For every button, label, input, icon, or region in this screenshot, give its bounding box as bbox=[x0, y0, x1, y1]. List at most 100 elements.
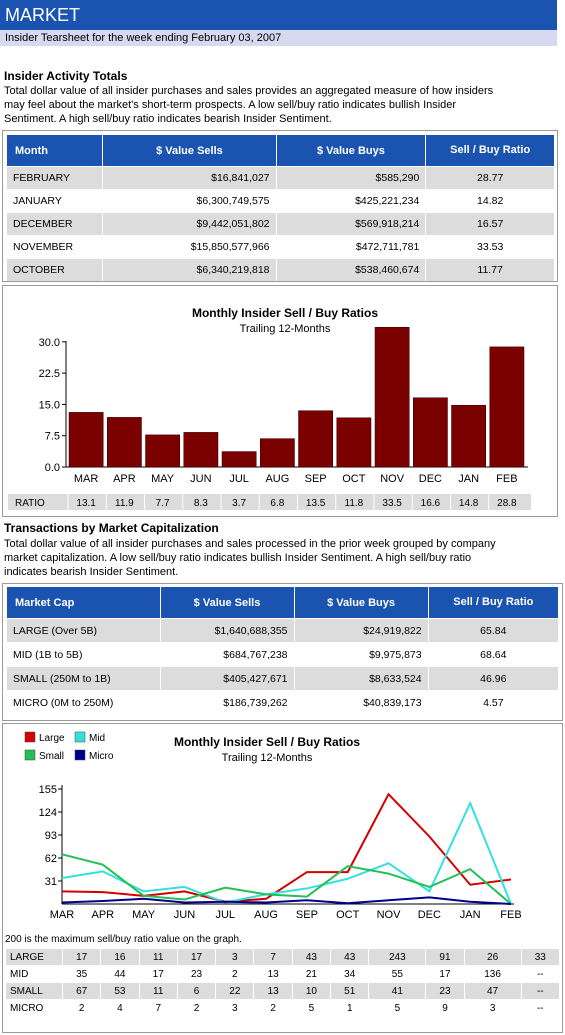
ratio-cell: 23 bbox=[426, 983, 464, 999]
bar-jun bbox=[183, 432, 219, 468]
ratio-cell: 22 bbox=[216, 983, 254, 999]
ratio-value: 13.5 bbox=[306, 498, 326, 509]
column-header-buys: $ Value Buys bbox=[276, 135, 427, 166]
bar-aug bbox=[260, 438, 295, 468]
ratio-cell: 33 bbox=[521, 949, 559, 965]
x-tick-label: APR bbox=[113, 473, 136, 485]
x-tick-label: JUL bbox=[229, 473, 249, 485]
ratio-cell: 41 bbox=[369, 983, 426, 999]
ratio-cell: 91 bbox=[426, 949, 464, 965]
buys-cell: $538,460,674 bbox=[276, 258, 427, 281]
ratio-cell: 2 bbox=[177, 1000, 216, 1016]
ratio-cell: 46.96 bbox=[428, 666, 559, 690]
ratio-value: 14.8 bbox=[459, 498, 479, 509]
ratio-cell: 67 bbox=[63, 983, 101, 999]
legend-label-micro: Micro bbox=[89, 751, 114, 762]
column-header-month: Month bbox=[7, 135, 104, 166]
activity-line: Sentiment. A high sell/buy ratio indicat… bbox=[4, 113, 332, 125]
cap-line: indicates bearish Insider Sentiment. bbox=[4, 566, 179, 578]
ratio-cell: 4.57 bbox=[428, 690, 559, 714]
ratio-cell: 243 bbox=[369, 949, 426, 965]
legend-swatch-large bbox=[24, 731, 36, 743]
table-row: LARGE 17 16 11 17 3 7 43 43 243 91 26 33 bbox=[6, 949, 559, 965]
column-header-ratio: Sell / Buy Ratio bbox=[428, 587, 559, 618]
y-tick-label: 62 bbox=[45, 853, 57, 865]
ratio-value: 11.9 bbox=[115, 498, 134, 509]
ratio-cell: 28.77 bbox=[426, 166, 555, 189]
y-tick-label: 0.0 bbox=[45, 462, 60, 474]
table-row: MICRO (0M to 250M) $186,739,262 $40,839,17… bbox=[7, 690, 559, 714]
sells-cell: $1,640,688,355 bbox=[160, 618, 295, 642]
ratio-cell: 2 bbox=[254, 1000, 292, 1016]
activity-description: Total dollar value of all insider purcha… bbox=[4, 84, 560, 126]
x-tick-label: AUG bbox=[265, 473, 289, 485]
series-line-micro bbox=[61, 896, 512, 905]
ratio-cell: 5 bbox=[369, 1000, 426, 1016]
x-tick-label: JAN bbox=[460, 909, 481, 921]
ratio-cell: 11 bbox=[139, 983, 177, 999]
series-line-large bbox=[61, 792, 512, 903]
page-title: MARKET bbox=[5, 5, 81, 25]
x-tick-label: FEB bbox=[500, 909, 521, 921]
table-row: FEBRUARY $16,841,027 $585,290 28.77 bbox=[7, 166, 555, 189]
cap-description: Total dollar value of all insider purcha… bbox=[4, 537, 560, 579]
table-row: MID 35 44 17 23 2 13 21 34 55 17 136 -- bbox=[6, 966, 559, 982]
bar-may bbox=[145, 434, 180, 468]
x-tick-label: MAR bbox=[74, 473, 99, 485]
row-label: LARGE (Over 5B) bbox=[7, 618, 161, 642]
row-label: SMALL bbox=[6, 983, 62, 999]
ratio-cell: 65.84 bbox=[428, 618, 559, 642]
buys-cell: $8,633,524 bbox=[294, 666, 429, 690]
row-label: DECEMBER bbox=[7, 212, 104, 235]
line-ratio-table: LARGE 17 16 11 17 3 7 43 43 243 91 26 33 MID 35 44 17 23 2… bbox=[5, 948, 560, 1017]
cap-table-box: Market Cap $ Value Sells $ Value Buys Se… bbox=[2, 583, 563, 721]
ratio-cell: 21 bbox=[292, 966, 331, 982]
row-label: FEBRUARY bbox=[7, 166, 104, 189]
x-tick-label: OCT bbox=[342, 473, 366, 485]
sells-cell: $16,841,027 bbox=[103, 166, 277, 189]
table-row: MICRO 2 4 7 2 3 2 5 1 5 9 3 -- bbox=[6, 1000, 559, 1016]
bar-dec bbox=[413, 397, 448, 468]
bar-apr bbox=[107, 417, 142, 468]
ratio-cell: 33.53 bbox=[426, 235, 555, 258]
ratio-cell: 23 bbox=[177, 966, 216, 982]
bar-nov bbox=[374, 327, 410, 468]
activity-line: Total dollar value of all insider purcha… bbox=[4, 85, 494, 97]
table-row: OCTOBER $6,340,219,818 $538,460,674 11.77 bbox=[7, 258, 555, 281]
ratio-cell: 3 bbox=[464, 1000, 521, 1016]
ratio-cell: -- bbox=[521, 983, 559, 999]
y-tick-label: 124 bbox=[39, 807, 57, 819]
y-tick-label: 15.0 bbox=[39, 399, 60, 411]
ratio-cell: 47 bbox=[464, 983, 521, 999]
table-row: MID (1B to 5B) $684,767,238 $9,975,873 68.6… bbox=[7, 642, 559, 666]
buys-cell: $425,221,234 bbox=[276, 189, 427, 212]
x-tick-label: MAY bbox=[151, 473, 175, 485]
legend-swatch-micro bbox=[74, 749, 86, 761]
table-row: NOVEMBER $15,850,577,966 $472,711,781 33.53 bbox=[7, 235, 555, 258]
sells-cell: $6,300,749,575 bbox=[103, 189, 277, 212]
x-tick-label: NOV bbox=[380, 473, 405, 485]
row-label: OCTOBER bbox=[7, 258, 104, 281]
page-banner: MARKET bbox=[0, 0, 557, 30]
row-label: MICRO (0M to 250M) bbox=[7, 690, 161, 714]
ratio-cell: 13 bbox=[254, 983, 292, 999]
ratio-row-bg bbox=[8, 494, 531, 510]
ratio-cell: 11.77 bbox=[426, 258, 555, 281]
y-tick-label: 7.5 bbox=[45, 431, 60, 443]
ratio-value: 13.1 bbox=[76, 498, 96, 509]
series-line-small bbox=[61, 853, 512, 905]
x-tick-label: SEP bbox=[296, 909, 318, 921]
page-subtitle: Insider Tearsheet for the week ending Fe… bbox=[0, 30, 557, 46]
ratio-cell: 16 bbox=[101, 949, 139, 965]
x-tick-label: DEC bbox=[419, 473, 442, 485]
y-tick-label: 93 bbox=[45, 830, 57, 842]
legend-label-small: Small bbox=[39, 751, 64, 762]
chart-subtitle: Trailing 12-Months bbox=[222, 752, 313, 764]
ratio-cell: 51 bbox=[331, 983, 369, 999]
x-tick-label: MAY bbox=[132, 909, 156, 921]
ratio-value: 11.8 bbox=[345, 498, 364, 509]
chart-subtitle: Trailing 12-Months bbox=[240, 323, 331, 335]
buys-cell: $472,711,781 bbox=[276, 235, 427, 258]
ratio-cell: 53 bbox=[101, 983, 139, 999]
cap-table: Market Cap $ Value Sells $ Value Buys Se… bbox=[7, 587, 559, 714]
